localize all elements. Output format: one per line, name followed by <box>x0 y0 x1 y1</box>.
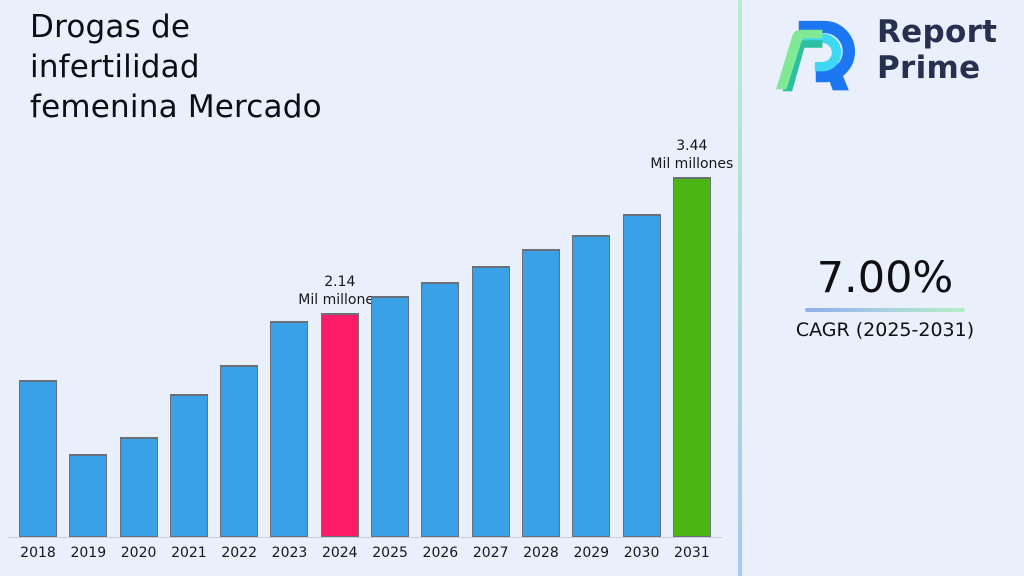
bar-2022 <box>220 365 259 537</box>
x-tick-2029: 2029 <box>573 545 610 561</box>
x-tick-2021: 2021 <box>171 545 207 561</box>
report-prime-logo: Report Prime <box>772 9 997 96</box>
logo-word-prime: Prime <box>877 50 981 87</box>
bar-2023 <box>270 321 309 537</box>
bar-2021 <box>169 394 208 537</box>
report-prime-logo-icon <box>776 20 855 92</box>
bar-2018 <box>19 380 57 537</box>
x-tick-2023: 2023 <box>271 545 308 561</box>
bar-group-2030: 2030 <box>622 177 661 561</box>
bar-2027 <box>471 266 510 537</box>
cagr-stat: 7.00% CAGR (2025-2031) <box>765 253 1005 341</box>
bar-group-2023: 2023 <box>270 177 309 561</box>
bar-2019 <box>69 454 108 537</box>
report-prime-logo-text: Report Prime <box>877 14 997 87</box>
bar-group-2028: 2028 <box>521 177 560 561</box>
logo-word-report: Report <box>877 14 998 50</box>
cagr-label: CAGR (2025-2031) <box>795 318 975 341</box>
x-tick-2028: 2028 <box>523 545 559 561</box>
x-tick-2018: 2018 <box>20 545 56 561</box>
bar-2024 <box>320 313 359 537</box>
bar-2025 <box>371 296 410 537</box>
bar-group-2027: 2027 <box>471 177 510 561</box>
bar-group-2024: 2.14 Mil millones 2024 <box>298 177 381 561</box>
bar-group-2022: 2022 <box>220 177 259 561</box>
bar-group-2031: 3.44 Mil millones 2031 <box>650 138 733 561</box>
bar-group-2029: 2029 <box>572 177 611 561</box>
bar-2029 <box>572 235 611 537</box>
cagr-value: 7.00% <box>816 253 954 303</box>
x-tick-2030: 2030 <box>623 545 660 561</box>
divider-line <box>738 0 742 576</box>
bar-group-2019: 2019 <box>69 177 108 561</box>
bar-chart: 2018 2019 2020 2021 2022 2023 2.14 Mil millone… <box>19 138 733 561</box>
bar-group-2026: 2026 <box>421 177 460 561</box>
bar-2020 <box>119 437 158 537</box>
bar-value-label-2024: 2.14 Mil millones <box>298 274 382 308</box>
bar-group-2025: 2025 <box>371 177 410 561</box>
x-tick-2027: 2027 <box>472 545 509 561</box>
x-tick-2025: 2025 <box>372 545 408 561</box>
x-tick-2020: 2020 <box>120 545 157 561</box>
bar-2028 <box>521 249 560 537</box>
x-tick-2022: 2022 <box>221 545 258 561</box>
bar-group-2021: 2021 <box>169 177 208 561</box>
x-tick-2019: 2019 <box>70 545 107 561</box>
x-tick-2024: 2024 <box>321 545 358 561</box>
x-tick-2031: 2031 <box>674 545 710 561</box>
bar-2026 <box>421 282 460 537</box>
bar-value-label-2031: 3.44 Mil millones <box>650 138 734 172</box>
bar-group-2018: 2018 <box>19 177 57 561</box>
x-axis-line <box>8 537 722 538</box>
x-tick-2026: 2026 <box>422 545 459 561</box>
bar-2030 <box>622 214 661 537</box>
bar-group-2020: 2020 <box>119 177 158 561</box>
bar-2031 <box>672 177 711 537</box>
page-title: Drogas de infertilidad femenina Mercado <box>30 9 322 125</box>
cagr-underline <box>805 307 965 312</box>
